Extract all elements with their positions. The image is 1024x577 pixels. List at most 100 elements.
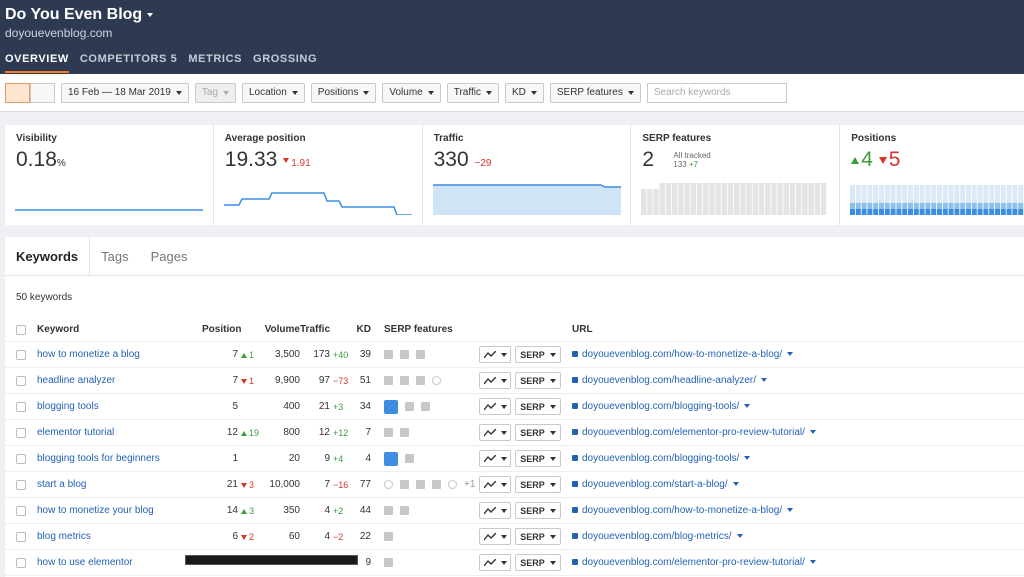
serp-label: SERP	[520, 557, 545, 568]
nav-tab[interactable]: OVERVIEW	[5, 53, 69, 73]
serp-button[interactable]: SERP	[515, 450, 561, 467]
row-checkbox[interactable]	[16, 401, 26, 412]
serp-button[interactable]: SERP	[515, 372, 561, 389]
nav-tabs: OVERVIEW COMPETITORS 5 METRICS GROSSING	[5, 53, 317, 73]
filter-button[interactable]: KD	[504, 82, 544, 103]
serp-label: SERP	[520, 427, 545, 438]
change-value: −2	[333, 531, 344, 542]
filter-button[interactable]: Traffic	[446, 82, 499, 103]
row-checkbox[interactable]	[16, 505, 26, 516]
chart-button[interactable]	[479, 450, 511, 467]
serp-icon	[384, 349, 393, 359]
caret	[809, 430, 816, 435]
keyword-link[interactable]: blogging tools	[37, 401, 99, 412]
row-checkbox[interactable]	[16, 479, 26, 490]
chart-button[interactable]	[479, 346, 511, 363]
serp-button[interactable]: SERP	[515, 554, 561, 571]
metric-card: Traffic 330 −29	[423, 125, 632, 225]
row-checkbox[interactable]	[16, 453, 26, 464]
volume: 400	[283, 401, 300, 412]
chart-icon	[483, 454, 496, 462]
bar-sparkline	[641, 183, 827, 215]
chart-button[interactable]	[479, 476, 511, 493]
keyword-link[interactable]: blogging tools for beginners	[37, 453, 160, 464]
filter-button[interactable]: SERP features	[549, 82, 641, 103]
traffic: 7	[324, 479, 330, 490]
url-link[interactable]: doyouevenblog.com/blogging-tools/	[582, 453, 740, 464]
serp-label: SERP	[520, 453, 545, 464]
serp-button[interactable]: SERP	[515, 502, 561, 519]
position-change: 1	[238, 376, 262, 386]
change-value: 1	[249, 375, 255, 386]
serp-features	[384, 375, 479, 386]
chart-button[interactable]	[479, 372, 511, 389]
keyword-link[interactable]: how to monetize a blog	[37, 349, 140, 360]
overlay-thumbnail	[185, 555, 358, 565]
serp-icon	[384, 505, 393, 515]
caret	[500, 456, 507, 461]
caret	[809, 560, 816, 565]
lock-icon	[572, 351, 578, 358]
url-link[interactable]: doyouevenblog.com/how-to-monetize-a-blog…	[582, 349, 783, 360]
row-checkbox[interactable]	[16, 349, 26, 360]
nav-tab[interactable]: COMPETITORS 5	[79, 53, 178, 65]
chart-button[interactable]	[479, 502, 511, 519]
search-input[interactable]: Search keywords	[646, 82, 787, 103]
count-change: +7	[688, 160, 699, 169]
caret	[549, 378, 556, 383]
desktop-button[interactable]	[5, 82, 30, 103]
serp-button[interactable]: SERP	[515, 528, 561, 545]
serp-features	[384, 399, 479, 414]
date-picker[interactable]: 16 Feb — 18 Mar 2019	[61, 82, 189, 103]
serp-label: SERP	[520, 505, 545, 516]
note: All tracked	[673, 151, 711, 160]
url-link[interactable]: doyouevenblog.com/elementor-pro-review-t…	[582, 427, 805, 438]
panel-tab[interactable]: Tags	[101, 249, 129, 264]
row-checkbox[interactable]	[16, 427, 26, 438]
serp-button[interactable]: SERP	[515, 398, 561, 415]
filter-button[interactable]: Tag	[194, 82, 236, 103]
header-checkbox[interactable]	[16, 324, 26, 335]
url-link[interactable]: doyouevenblog.com/elementor-pro-review-t…	[582, 557, 805, 568]
serp-button[interactable]: SERP	[515, 424, 561, 441]
row-checkbox[interactable]	[16, 557, 26, 568]
keyword-link[interactable]: start a blog	[37, 479, 87, 490]
row-checkbox[interactable]	[16, 531, 26, 542]
url-link[interactable]: doyouevenblog.com/blogging-tools/	[582, 401, 740, 412]
filter-button[interactable]: Positions	[310, 82, 377, 103]
panel-tab[interactable]: Pages	[150, 249, 188, 264]
change-arrow	[241, 508, 247, 514]
row-checkbox[interactable]	[16, 375, 26, 386]
caret	[363, 90, 370, 95]
position: 12	[226, 427, 238, 438]
keyword-link[interactable]: elementor tutorial	[37, 427, 115, 438]
chart-button[interactable]	[479, 528, 511, 545]
filter-button[interactable]: Volume	[382, 82, 441, 103]
url-link[interactable]: doyouevenblog.com/headline-analyzer/	[582, 375, 757, 386]
filter-button[interactable]: Location	[241, 82, 305, 103]
nav-tab[interactable]: METRICS	[188, 53, 243, 65]
change-value: +2	[333, 505, 344, 516]
keyword-link[interactable]: blog metrics	[37, 531, 91, 542]
serp-button[interactable]: SERP	[515, 476, 561, 493]
project-title[interactable]: Do You Even Blog	[5, 6, 154, 24]
url-link[interactable]: doyouevenblog.com/how-to-monetize-a-blog…	[582, 505, 783, 516]
serp-button[interactable]: SERP	[515, 346, 561, 363]
keyword-link[interactable]: headline analyzer	[37, 375, 116, 386]
nav-tab[interactable]: GROSSING	[253, 53, 318, 65]
change-value: 3	[249, 505, 255, 516]
chart-button[interactable]	[479, 398, 511, 415]
url-link[interactable]: doyouevenblog.com/start-a-blog/	[582, 479, 728, 490]
mobile-button[interactable]	[30, 82, 55, 103]
filter-label: KD	[511, 87, 526, 98]
caret	[549, 430, 556, 435]
keyword-link[interactable]: how to use elementor	[37, 557, 133, 568]
metric-value: 2	[642, 148, 655, 171]
chart-button[interactable]	[479, 424, 511, 441]
chart-button[interactable]	[479, 554, 511, 571]
url-link[interactable]: doyouevenblog.com/blog-metrics/	[582, 531, 732, 542]
panel-tab[interactable]: Keywords	[5, 237, 91, 275]
project-domain: doyouevenblog.com	[5, 26, 113, 40]
keyword-link[interactable]: how to monetize your blog	[37, 505, 154, 516]
position: 5	[232, 401, 238, 412]
